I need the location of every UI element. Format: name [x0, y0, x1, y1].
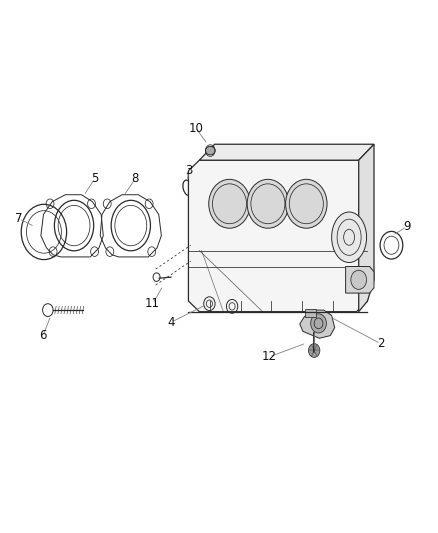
Text: 10: 10 [188, 122, 203, 135]
Polygon shape [346, 266, 374, 293]
Polygon shape [300, 310, 335, 338]
Circle shape [311, 314, 326, 333]
Text: 7: 7 [15, 212, 23, 225]
Ellipse shape [247, 179, 289, 228]
Text: 2: 2 [377, 337, 384, 350]
Ellipse shape [209, 179, 250, 228]
Text: 6: 6 [39, 329, 47, 342]
Ellipse shape [286, 179, 327, 228]
Ellipse shape [205, 147, 215, 155]
Circle shape [308, 344, 320, 358]
Polygon shape [359, 144, 374, 312]
Text: 8: 8 [131, 172, 139, 185]
Text: 11: 11 [145, 297, 160, 310]
Bar [305, 309, 316, 317]
Ellipse shape [332, 212, 367, 263]
Circle shape [351, 270, 367, 289]
Polygon shape [188, 160, 367, 312]
Text: 5: 5 [91, 172, 98, 185]
Polygon shape [199, 144, 374, 160]
Text: 3: 3 [185, 164, 192, 177]
Text: 12: 12 [262, 350, 277, 364]
Text: 9: 9 [403, 220, 410, 233]
Text: 4: 4 [167, 316, 175, 329]
